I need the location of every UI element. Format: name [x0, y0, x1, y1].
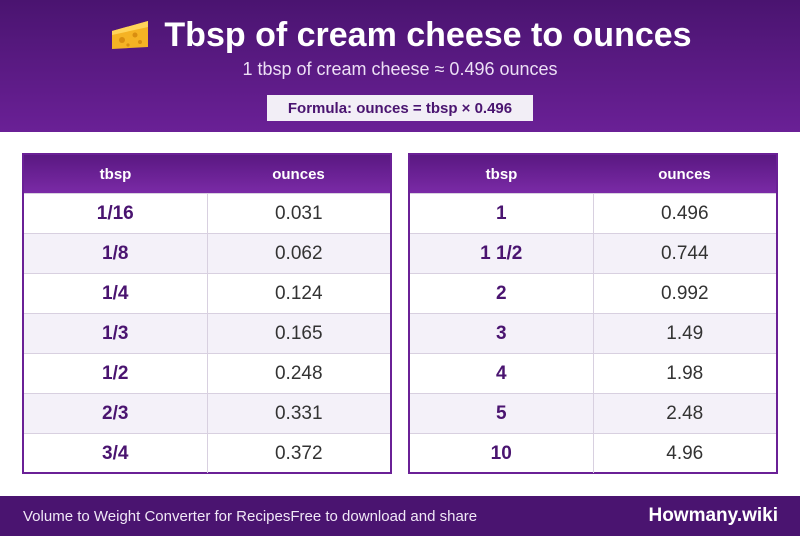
column-header-ounces: ounces [272, 165, 325, 183]
table-row: 3/4 0.372 [24, 433, 390, 473]
table-row: 1 0.496 [410, 193, 776, 233]
table-row: 1/4 0.124 [24, 273, 390, 313]
table-header: tbsp ounces [24, 155, 390, 193]
table-row: 1/8 0.062 [24, 233, 390, 273]
tbsp-cell: 1/2 [24, 354, 208, 393]
tbsp-cell: 3 [410, 314, 594, 353]
tbsp-cell: 3/4 [24, 434, 208, 473]
tbsp-cell: 1/3 [24, 314, 208, 353]
table-row: 1 1/2 0.744 [410, 233, 776, 273]
table-header: tbsp ounces [410, 155, 776, 193]
ounces-cell: 0.992 [660, 282, 709, 304]
ounces-cell: 0.248 [274, 362, 323, 384]
ounces-cell: 4.96 [666, 442, 704, 464]
cheese-icon [108, 17, 152, 53]
tbsp-cell: 4 [410, 354, 594, 393]
tbsp-cell: 1/16 [24, 194, 208, 233]
ounces-cell: 1.98 [666, 362, 704, 384]
column-header-tbsp: tbsp [99, 165, 132, 183]
conversion-table-left: tbsp ounces 1/16 0.031 1/8 0.062 1/4 0.1… [22, 153, 392, 474]
conversion-table-right: tbsp ounces 1 0.496 1 1/2 0.744 2 0.992 … [408, 153, 778, 474]
tbsp-cell: 2/3 [24, 394, 208, 433]
tbsp-cell: 2 [410, 274, 594, 313]
ounces-cell: 1.49 [666, 322, 704, 344]
tbsp-cell: 1 [410, 194, 594, 233]
page-title-text: Tbsp of cream cheese to ounces [164, 15, 692, 54]
ounces-cell: 0.062 [274, 242, 323, 264]
table-row: 5 2.48 [410, 393, 776, 433]
tbsp-cell: 1/8 [24, 234, 208, 273]
tbsp-cell: 5 [410, 394, 594, 433]
download-link[interactable]: Free to download and share [290, 507, 478, 525]
tbsp-cell: 1/4 [24, 274, 208, 313]
column-header-ounces: ounces [658, 165, 711, 183]
page-title: Tbsp of cream cheese to ounces [0, 12, 800, 58]
formula-badge: Formula: ounces = tbsp × 0.496 [267, 95, 533, 121]
ounces-cell: 2.48 [666, 402, 704, 424]
ounces-cell: 0.331 [274, 402, 323, 424]
ounces-cell: 0.372 [274, 442, 323, 464]
column-header-tbsp: tbsp [485, 165, 518, 183]
table-row: 4 1.98 [410, 353, 776, 393]
page-subtitle: 1 tbsp of cream cheese ≈ 0.496 ounces [242, 59, 558, 79]
header-banner: Tbsp of cream cheese to ounces 1 tbsp of… [0, 0, 800, 132]
ounces-cell: 0.031 [274, 202, 323, 224]
table-row: 1/2 0.248 [24, 353, 390, 393]
tbsp-cell: 10 [410, 434, 594, 473]
footer-bar: Volume to Weight Converter for Recipes F… [0, 496, 800, 536]
tbsp-cell: 1 1/2 [410, 234, 594, 273]
ounces-cell: 0.124 [274, 282, 323, 304]
converter-link[interactable]: Volume to Weight Converter for Recipes [23, 507, 291, 525]
table-row: 1/3 0.165 [24, 313, 390, 353]
table-row: 3 1.49 [410, 313, 776, 353]
table-row: 10 4.96 [410, 433, 776, 473]
table-row: 1/16 0.031 [24, 193, 390, 233]
ounces-cell: 0.496 [660, 202, 709, 224]
table-row: 2 0.992 [410, 273, 776, 313]
table-row: 2/3 0.331 [24, 393, 390, 433]
ounces-cell: 0.744 [660, 242, 709, 264]
brand-logo[interactable]: Howmany.wiki [648, 505, 778, 526]
ounces-cell: 0.165 [274, 322, 323, 344]
